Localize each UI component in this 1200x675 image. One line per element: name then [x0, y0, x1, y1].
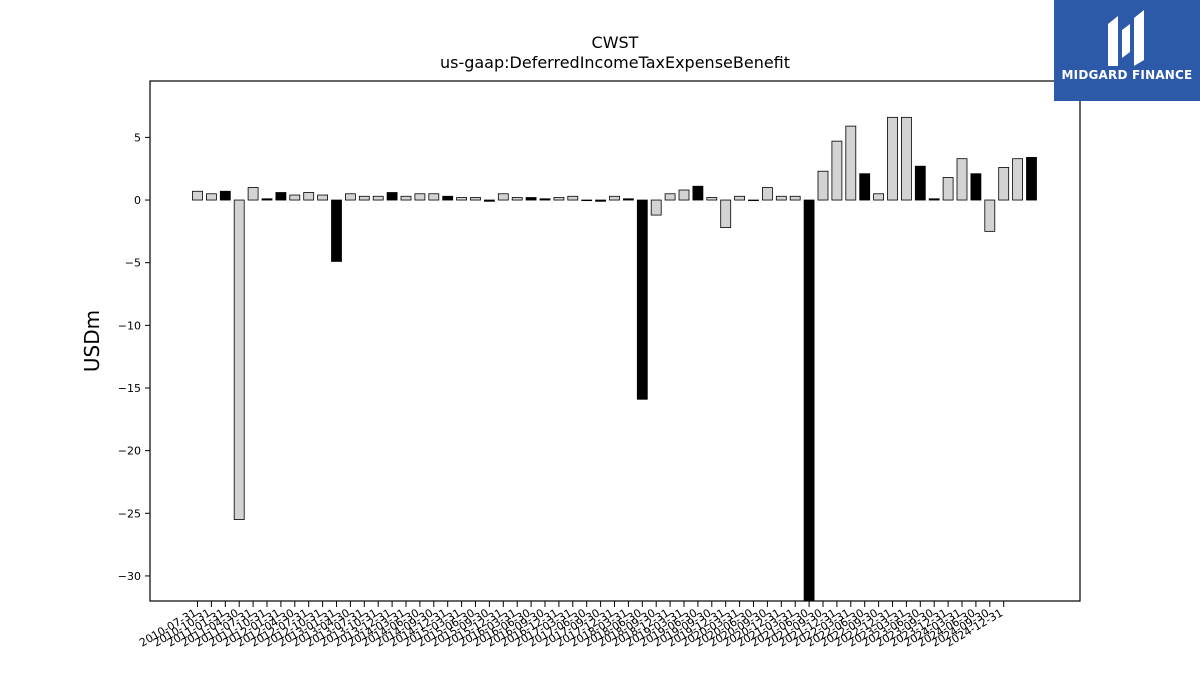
midgard-finance-logo: MIDGARD FINANCE — [1054, 0, 1200, 101]
bar — [192, 190, 203, 201]
bar — [1012, 158, 1023, 201]
bar — [275, 192, 287, 201]
bar — [400, 195, 412, 201]
bar — [567, 195, 579, 201]
bar — [470, 197, 481, 201]
bar — [553, 197, 565, 201]
bar — [595, 199, 606, 202]
bar — [525, 197, 537, 201]
bar — [344, 193, 356, 201]
y-axis-label: USDm — [80, 310, 104, 372]
chart-title: CWST — [592, 33, 639, 52]
chart-subtitle: us-gaap:DeferredIncomeTaxExpenseBenefit — [440, 53, 790, 72]
bar — [442, 195, 454, 201]
bar — [789, 195, 801, 201]
bar — [497, 193, 509, 201]
bar — [817, 170, 829, 201]
bar — [289, 194, 301, 201]
bar — [956, 158, 968, 201]
bar — [873, 193, 884, 201]
bar — [706, 197, 718, 201]
bar — [831, 140, 843, 201]
bar — [901, 116, 912, 201]
y-tick-label: −5 — [125, 257, 141, 270]
bar — [261, 198, 273, 201]
logo-text: MIDGARD FINANCE — [1061, 68, 1193, 82]
bar — [428, 193, 440, 201]
bar — [734, 195, 745, 201]
y-tick-label: −25 — [118, 507, 141, 520]
midgard-logo-icon — [1108, 10, 1144, 66]
bar — [609, 195, 620, 201]
bar — [942, 177, 954, 201]
bar — [331, 199, 342, 262]
bar — [636, 199, 648, 400]
bar — [414, 193, 426, 201]
bar — [386, 192, 398, 201]
bar — [623, 198, 634, 201]
bar — [664, 193, 676, 201]
y-tick-label: 0 — [134, 194, 141, 207]
bar — [887, 116, 898, 201]
bar — [233, 199, 245, 520]
bar — [205, 193, 217, 201]
bar — [247, 187, 259, 201]
bar — [372, 195, 384, 201]
bar — [1026, 157, 1037, 201]
bar — [581, 199, 593, 202]
bar — [928, 198, 940, 201]
y-tick-label: −20 — [118, 445, 141, 458]
y-tick-label: −30 — [118, 570, 141, 583]
bar — [845, 125, 857, 201]
bar — [483, 199, 495, 202]
bar — [762, 187, 773, 201]
bar — [456, 197, 468, 201]
bar — [914, 165, 926, 201]
bar — [692, 185, 704, 201]
bar — [678, 189, 690, 201]
bar — [998, 167, 1010, 201]
bar — [720, 199, 732, 229]
bar — [970, 173, 982, 201]
bar — [803, 199, 815, 602]
bar — [303, 192, 315, 201]
bar — [984, 199, 996, 232]
bar — [539, 198, 551, 201]
bar — [775, 195, 787, 201]
bar — [748, 199, 759, 202]
plot-frame — [149, 80, 1081, 602]
bar — [511, 197, 523, 201]
y-tick-label: −15 — [118, 382, 141, 395]
bar — [859, 173, 871, 201]
bar — [219, 190, 231, 201]
y-tick-label: −10 — [118, 319, 141, 332]
y-tick-label: 5 — [134, 131, 141, 144]
bar — [650, 199, 662, 216]
bar — [317, 194, 329, 201]
bar — [358, 195, 370, 201]
